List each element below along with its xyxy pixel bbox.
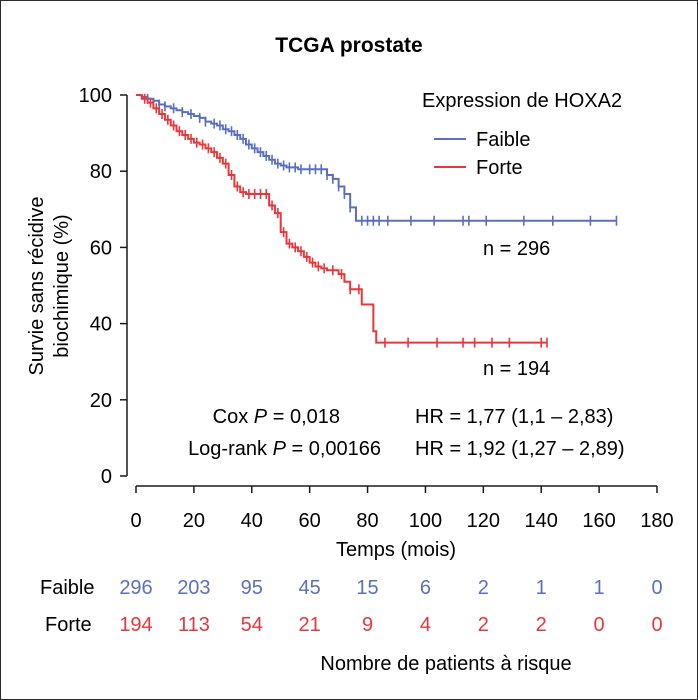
legend-label-forte: Forte: [476, 157, 523, 179]
x-tick-label: 20: [183, 510, 205, 532]
risk-value-forte: 2: [536, 614, 547, 636]
risk-table-title: Nombre de patients à risque: [320, 653, 571, 675]
risk-value-forte: 194: [119, 614, 152, 636]
risk-value-faible: 1: [594, 577, 605, 599]
y-tick-label: 60: [90, 237, 112, 259]
censor-marks-faible: [146, 93, 618, 226]
survival-curves: [136, 93, 618, 348]
risk-value-faible: 1: [536, 577, 547, 599]
risk-value-forte: 113: [178, 614, 210, 636]
risk-value-faible: 0: [651, 577, 662, 599]
x-tick-label: 180: [640, 510, 673, 532]
x-axis-label: Temps (mois): [336, 539, 456, 561]
x-tick-label: 140: [525, 510, 558, 532]
risk-value-faible: 45: [299, 577, 321, 599]
risk-value-faible: 203: [177, 577, 210, 599]
y-tick-label: 100: [79, 85, 112, 107]
risk-value-forte: 0: [594, 614, 605, 636]
x-tick-label: 0: [130, 510, 141, 532]
y-tick-label: 40: [90, 314, 112, 336]
risk-value-faible: 15: [356, 577, 378, 599]
risk-value-forte: 0: [651, 614, 662, 636]
hr-annotation-2: HR = 1,92 (1,27 – 2,89): [415, 438, 625, 460]
risk-value-forte: 21: [299, 614, 321, 636]
y-tick-label: 80: [90, 161, 112, 183]
risk-value-faible: 2: [478, 577, 489, 599]
risk-row-label-faible: Faible: [40, 577, 94, 599]
curve-forte: [136, 94, 548, 344]
x-tick-label: 80: [356, 510, 378, 532]
chart-title: TCGA prostate: [275, 34, 422, 57]
censor-marks-forte: [143, 93, 548, 348]
risk-value-faible: 95: [241, 577, 263, 599]
risk-row-label-forte: Forte: [45, 614, 92, 636]
risk-table: Faible Forte Nombre de patients à risque…: [40, 577, 663, 675]
cox-label: Cox: [213, 406, 249, 428]
x-tick-label: 120: [467, 510, 500, 532]
legend-label-faible: Faible: [476, 129, 530, 151]
x-tick-label: 100: [409, 510, 442, 532]
logrank-p-value: = 0,00166: [291, 438, 381, 460]
stats-annotations: Cox P = 0,018 Log-rank P = 0,00166 HR = …: [188, 406, 625, 460]
risk-value-forte: 2: [478, 614, 489, 636]
cox-p-value: = 0,018: [273, 406, 340, 428]
n-label-faible: n = 296: [483, 238, 550, 260]
risk-value-faible: 6: [420, 577, 431, 599]
logrank-p-symbol: P: [273, 438, 287, 460]
x-ticks: 0 20 40 60 80 100 120 140 160 180: [130, 486, 674, 532]
cox-p-symbol: P: [254, 406, 268, 428]
y-tick-label: 20: [90, 390, 112, 412]
legend: Expression de HOXA2 Faible Forte: [422, 90, 622, 179]
hr-annotation-1: HR = 1,77 (1,1 – 2,83): [415, 406, 613, 428]
y-tick-label: 0: [101, 466, 112, 488]
risk-value-forte: 4: [420, 614, 431, 636]
y-axis-label-line2: biochimique (%): [51, 214, 73, 357]
logrank-annotation: Log-rank P = 0,00166: [188, 438, 381, 460]
risk-value-forte: 9: [362, 614, 373, 636]
curve-faible: [136, 94, 617, 222]
legend-title: Expression de HOXA2: [422, 90, 622, 112]
y-axis-label-line1: Survie sans récidive: [26, 197, 48, 376]
x-tick-label: 160: [582, 510, 615, 532]
cox-annotation: Cox P = 0,018: [213, 406, 340, 428]
risk-value-faible: 296: [119, 577, 152, 599]
logrank-label: Log-rank: [188, 438, 268, 460]
x-tick-label: 60: [299, 510, 321, 532]
axes: [126, 95, 657, 487]
n-label-forte: n = 194: [483, 358, 550, 380]
x-tick-label: 40: [241, 510, 263, 532]
y-ticks: 0 20 40 60 80 100: [79, 85, 127, 488]
risk-value-forte: 54: [241, 614, 263, 636]
